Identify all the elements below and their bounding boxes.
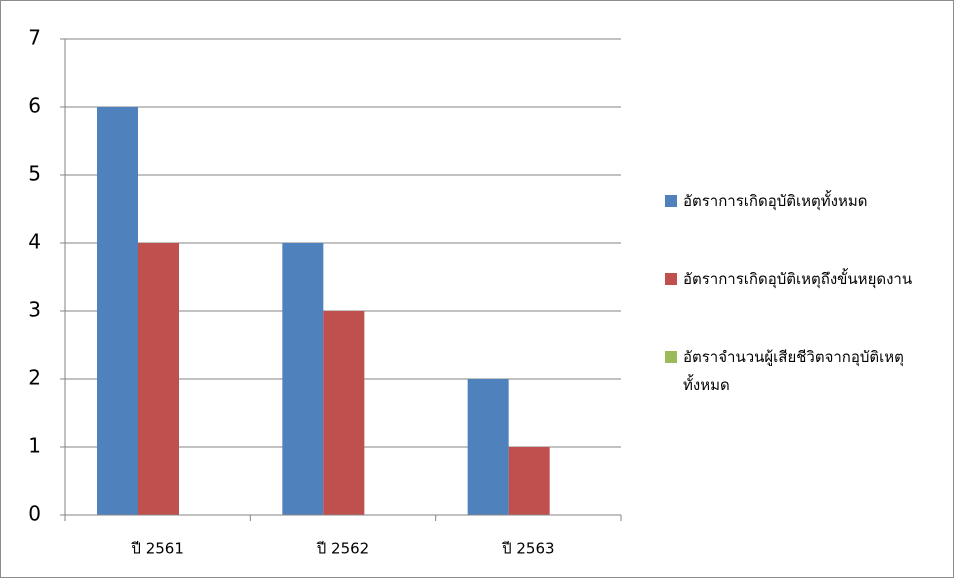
x-tick-label: ปี 2561 [130, 540, 183, 558]
legend-label: อัตราจำนวนผู้เสียชีวิตจากอุบัติเหตุทั้งห… [683, 348, 904, 394]
legend-label: อัตราการเกิดอุบัติเหตุทั้งหมด [683, 192, 868, 210]
bar [323, 311, 365, 515]
legend-swatch [665, 351, 677, 363]
y-tick-label: 4 [28, 230, 41, 254]
y-tick-label: 3 [28, 298, 41, 322]
bar [508, 447, 550, 515]
bar [97, 107, 138, 515]
legend-item: อัตราการเกิดอุบัติเหตุทั้งหมด [665, 187, 945, 215]
y-tick-label: 6 [28, 94, 41, 118]
legend-item: อัตราการเกิดอุบัติเหตุถึงขั้นหยุดงาน [665, 265, 945, 293]
y-tick-label: 5 [28, 162, 41, 186]
y-tick-label: 7 [28, 26, 41, 50]
legend-swatch [665, 273, 677, 285]
y-tick-label: 1 [28, 434, 41, 458]
legend-label: อัตราการเกิดอุบัติเหตุถึงขั้นหยุดงาน [683, 270, 913, 288]
bar [138, 243, 179, 515]
x-tick-label: ปี 2563 [501, 540, 554, 558]
y-tick-label: 0 [28, 502, 41, 526]
legend: อัตราการเกิดอุบัติเหตุทั้งหมดอัตราการเกิ… [665, 187, 945, 449]
x-tick-label: ปี 2562 [316, 540, 369, 558]
y-tick-label: 2 [28, 366, 41, 390]
legend-item: อัตราจำนวนผู้เสียชีวิตจากอุบัติเหตุทั้งห… [665, 343, 945, 399]
legend-swatch [665, 195, 677, 207]
bar [282, 243, 324, 515]
bar [467, 379, 509, 515]
